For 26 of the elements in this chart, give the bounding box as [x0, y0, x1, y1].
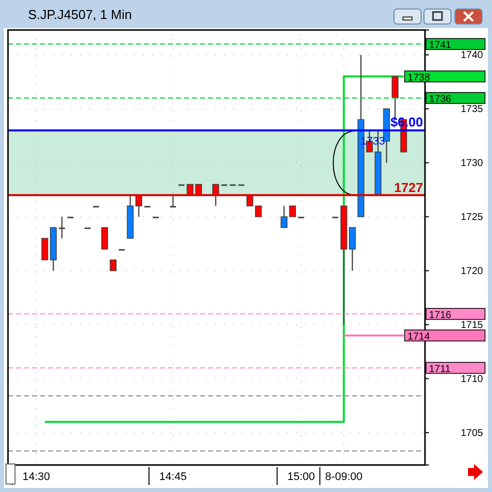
y-tick-label: 1715: [460, 320, 484, 331]
ref-line-label: 1741: [429, 40, 452, 52]
y-tick-label: 1710: [460, 374, 484, 385]
ref-line-label: 1727: [394, 180, 423, 196]
ref-line-label: 1716: [429, 310, 452, 321]
candlestick: [101, 227, 108, 250]
ref-line-label: 1711: [429, 364, 451, 375]
candlestick: [58, 216, 65, 239]
x-tick-label: 14:30: [22, 471, 50, 484]
x-tick-label: 15:00: [287, 471, 315, 484]
y-tick-label: 1730: [460, 158, 484, 169]
ref-line-label: 1736: [429, 94, 452, 105]
y-tick-label: 1720: [460, 266, 484, 277]
y-tick-label: 1705: [460, 428, 484, 439]
y-tick-label: 1735: [460, 104, 484, 115]
data-label: 1714: [408, 331, 430, 342]
y-tick-label: 1725: [460, 212, 484, 223]
x-tick-label: 14:45: [159, 471, 187, 484]
x-tick-label: 8-09:00: [325, 471, 362, 484]
candlestick: [348, 226, 356, 272]
candlestick: [110, 260, 117, 272]
y-tick-label: 1740: [460, 50, 484, 62]
data-label: 1738: [408, 72, 430, 84]
chart-title: S.JP.J4507, 1 Min: [28, 7, 132, 22]
candlestick: [170, 194, 176, 208]
candlestick: [41, 238, 48, 260]
